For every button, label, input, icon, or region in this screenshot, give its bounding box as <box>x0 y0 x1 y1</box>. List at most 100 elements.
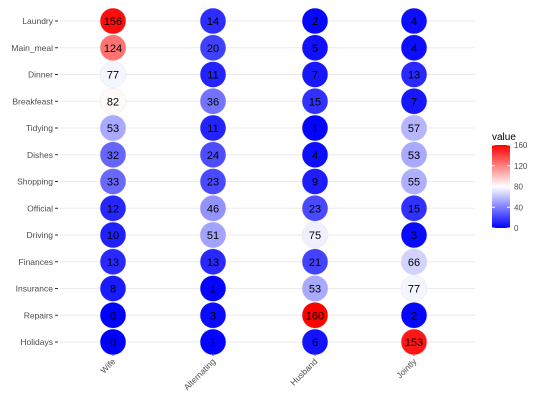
data-label: 75 <box>309 230 321 242</box>
data-label: 2 <box>312 16 318 28</box>
y-tick-label: Dinner <box>28 70 53 80</box>
data-label: 4 <box>312 150 318 162</box>
legend-tick-label: 80 <box>514 183 523 192</box>
data-point <box>99 302 127 329</box>
y-tick-label: Finances <box>19 257 54 267</box>
data-point <box>301 114 329 142</box>
data-point <box>99 221 127 249</box>
data-label: 4 <box>411 16 417 28</box>
data-point <box>199 114 227 142</box>
data-label: 13 <box>408 70 420 82</box>
x-tick-label: Alternating <box>182 356 218 392</box>
data-point <box>301 61 329 88</box>
data-point <box>400 88 428 115</box>
data-label: 0 <box>110 337 116 349</box>
data-label: 46 <box>207 203 219 215</box>
legend-tick-label: 0 <box>514 224 519 233</box>
legend-tick-label: 120 <box>514 162 528 171</box>
data-label: 13 <box>107 257 119 269</box>
y-tick-label: Tidying <box>26 123 53 133</box>
data-label: 66 <box>408 257 420 269</box>
y-tick-label: Breakfeast <box>12 96 53 106</box>
data-label: 14 <box>207 16 219 28</box>
data-point <box>99 328 127 356</box>
data-label: 10 <box>107 230 119 242</box>
data-point <box>99 195 127 222</box>
data-point <box>99 61 127 88</box>
data-label: 36 <box>207 96 219 108</box>
data-point <box>99 168 127 195</box>
data-label: 7 <box>411 96 417 108</box>
data-label: 53 <box>107 123 119 135</box>
data-label: 4 <box>411 43 417 55</box>
y-tick-label: Official <box>27 203 53 213</box>
data-point <box>400 168 428 195</box>
data-label: 160 <box>306 310 324 322</box>
y-tick-label: Holidays <box>20 337 53 347</box>
data-point <box>301 34 329 61</box>
y-axis: Laundry Main_meal Dinner Breakfeast Tidying D… <box>11 16 58 347</box>
data-label: 124 <box>104 43 122 55</box>
data-point <box>301 328 329 356</box>
data-point <box>199 328 227 356</box>
data-label: 53 <box>309 284 321 296</box>
data-label: 2 <box>411 310 417 322</box>
y-tick-label: Main_meal <box>11 43 53 53</box>
data-point <box>99 248 127 275</box>
y-tick-label: Insurance <box>16 284 54 294</box>
data-label: 7 <box>312 70 318 82</box>
data-label: 23 <box>309 203 321 215</box>
data-point <box>400 61 428 88</box>
data-point <box>199 275 227 302</box>
data-point <box>199 7 227 35</box>
data-point <box>99 275 127 302</box>
data-label: 33 <box>107 177 119 189</box>
data-point <box>400 248 428 275</box>
x-tick-label: Jointly <box>394 356 419 381</box>
data-label: 1 <box>210 337 216 349</box>
legend-tick-label: 40 <box>514 203 523 212</box>
data-point <box>400 328 428 356</box>
data-point <box>99 88 127 115</box>
x-tick-label: Wife <box>98 356 117 375</box>
x-tick-label: Husband <box>288 356 319 387</box>
y-tick-label: Shopping <box>17 177 53 187</box>
data-label: 20 <box>207 43 219 55</box>
data-label: 5 <box>312 43 318 55</box>
y-tick-label: Driving <box>27 230 54 240</box>
data-point <box>199 168 227 195</box>
data-label: 9 <box>312 177 318 189</box>
data-label: 77 <box>107 70 119 82</box>
data-label: 0 <box>110 310 116 322</box>
legend-ticks: 0 40 80 120 160 <box>492 141 528 233</box>
data-point <box>99 114 127 142</box>
data-point <box>400 7 428 35</box>
data-point <box>199 248 227 275</box>
data-label: 15 <box>309 96 321 108</box>
data-point <box>199 88 227 115</box>
y-tick-label: Laundry <box>22 16 53 26</box>
data-point <box>99 34 127 61</box>
data-point <box>400 275 428 302</box>
data-label: 55 <box>408 177 420 189</box>
data-label: 13 <box>207 257 219 269</box>
data-label: 6 <box>312 337 318 349</box>
data-point <box>199 302 227 329</box>
data-label: 8 <box>110 284 116 296</box>
data-point <box>400 34 428 61</box>
data-label: 11 <box>207 123 218 135</box>
data-point <box>400 302 428 329</box>
legend-title: value <box>492 132 516 143</box>
data-point <box>301 168 329 195</box>
data-label: 3 <box>411 230 417 242</box>
data-label: 3 <box>210 310 216 322</box>
data-label: 77 <box>408 284 420 296</box>
legend-tick-label: 160 <box>514 141 528 150</box>
data-label: 156 <box>104 16 122 28</box>
data-label: 32 <box>107 150 119 162</box>
x-axis: Wife Alternating Husband Jointly <box>98 353 419 392</box>
data-point <box>99 141 127 168</box>
